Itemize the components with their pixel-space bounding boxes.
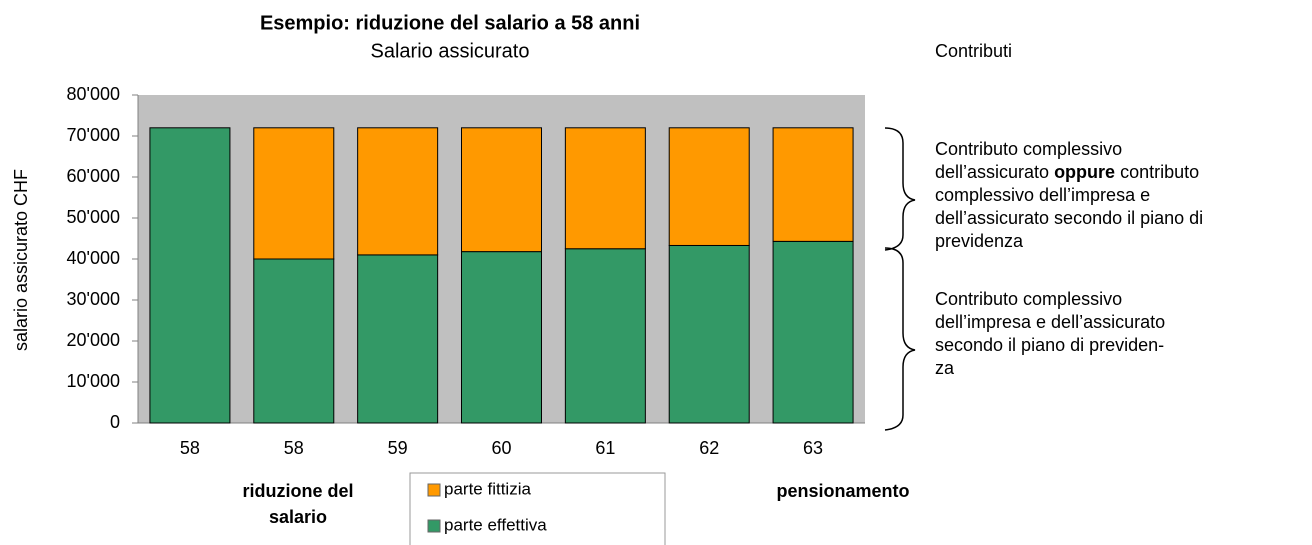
bar-segment [772,240,854,424]
annotation-line: Contributo complessivo [935,139,1122,159]
legend-swatch [427,483,441,497]
y-tick-label: 20'000 [67,330,121,350]
legend-label: parte effettiva [444,515,547,534]
legend-swatch [427,519,441,533]
y-tick-label: 40'000 [67,248,121,268]
bottom-label: riduzione del [242,481,353,501]
bar-segment [461,127,542,253]
annotation-run: dell’impresa e dell’assicurato [935,312,1165,332]
annotation-line: secondo il piano di previden- [935,335,1164,355]
y-axis-label: salario assicurato CHF [11,169,31,351]
y-tick-label: 80'000 [67,84,121,104]
bar-segment [253,258,335,424]
legend-label: parte fittizia [444,479,531,498]
annotation-run: za [935,358,955,378]
bar-segment [357,127,439,256]
chart-title: Esempio: riduzione del salario a 58 anni [260,12,640,34]
x-tick-label: 61 [595,438,615,458]
y-tick-label: 0 [110,412,120,432]
annotation-run: secondo il piano di previden- [935,335,1164,355]
annotation-run: previdenza [935,231,1024,251]
x-tick-label: 59 [388,438,408,458]
bar-segment [564,248,646,424]
bar-segment [253,127,335,260]
annotation-run: contributo [1115,162,1199,182]
side-title: Contributi [935,41,1012,61]
bar-segment [668,244,750,424]
y-tick-label: 70'000 [67,125,121,145]
bar-segment [461,251,542,424]
annotation-line: za [935,358,955,378]
legend [409,472,666,545]
annotation-line: dell’impresa e dell’assicurato [935,312,1165,332]
brace [884,127,916,251]
x-tick-label: 60 [491,438,511,458]
annotation-run: complessivo dell’impresa e [935,185,1150,205]
bar-segment [357,254,439,424]
x-tick-label: 63 [803,438,823,458]
bar-segment [668,127,750,246]
brace [884,247,916,431]
annotation-line: complessivo dell’impresa e [935,185,1150,205]
bottom-label: salario [269,507,327,527]
x-tick-label: 58 [180,438,200,458]
annotation-line: dell’assicurato oppure contributo [935,162,1199,182]
annotation-run: Contributo complessivo [935,289,1122,309]
y-tick-label: 10'000 [67,371,121,391]
x-tick-label: 62 [699,438,719,458]
bar-segment [149,127,231,424]
annotation-run: dell’assicurato secondo il piano di [935,208,1203,228]
y-tick-label: 30'000 [67,289,121,309]
annotation-line: dell’assicurato secondo il piano di [935,208,1203,228]
annotation-run: dell’assicurato [935,162,1054,182]
y-tick-label: 50'000 [67,207,121,227]
bar-segment [772,127,854,242]
annotation-line: previdenza [935,231,1024,251]
x-tick-label: 58 [284,438,304,458]
annotation-run: Contributo complessivo [935,139,1122,159]
chart-subtitle: Salario assicurato [371,40,530,62]
bar-segment [564,127,646,250]
annotation-run: oppure [1054,162,1115,182]
annotation-line: Contributo complessivo [935,289,1122,309]
bottom-label: pensionamento [776,481,909,501]
y-tick-label: 60'000 [67,166,121,186]
